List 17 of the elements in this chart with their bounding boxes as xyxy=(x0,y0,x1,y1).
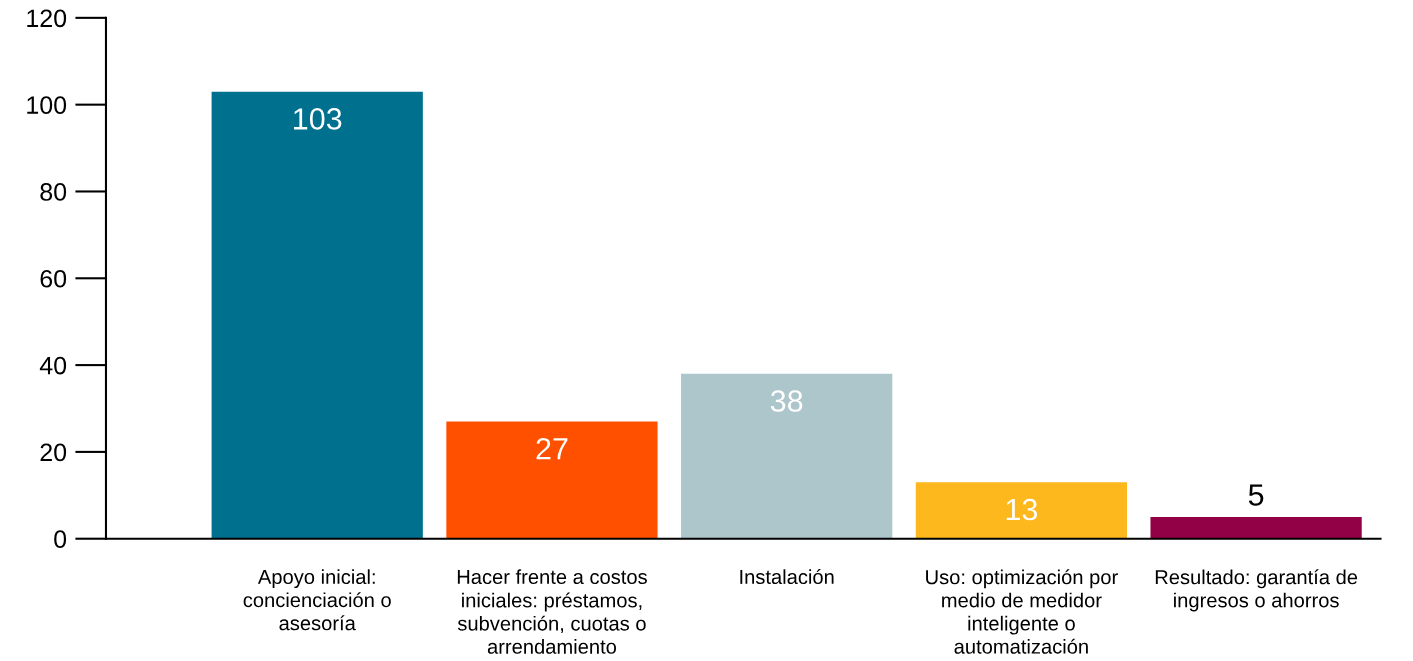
y-tick-label: 20 xyxy=(40,443,67,462)
data-label: 13 xyxy=(1006,498,1038,521)
y-tick-label: 120 xyxy=(27,9,67,28)
x-tick-label: Hacer frente a costos iniciales: préstamos, subvención, cuotas o arrendamiento xyxy=(457,569,647,654)
x-tick-label: Apoyo inicial: concienciación o asesoría xyxy=(243,569,391,631)
data-label: 38 xyxy=(770,390,803,412)
data-label: 27 xyxy=(536,437,568,460)
y-tick-label: 100 xyxy=(27,96,67,114)
y-tick-label: 60 xyxy=(40,269,67,288)
y-tick-label: 40 xyxy=(39,356,67,375)
x-tick-label: Uso: optimización por medio de medidor inteligente o automatización xyxy=(926,569,1118,654)
data-label: 5 xyxy=(1248,484,1264,506)
x-tick-label: Instalación xyxy=(740,569,834,585)
y-tick-label: 80 xyxy=(40,183,67,201)
x-tick-label: Resultado: garantía de ingresos o ahorros xyxy=(1155,569,1358,612)
y-tick-label: 0 xyxy=(54,530,67,549)
data-label: 103 xyxy=(294,108,342,130)
